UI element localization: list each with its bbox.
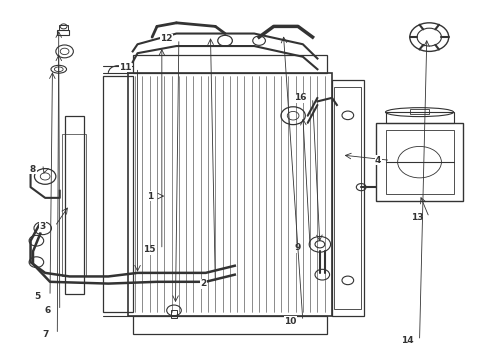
Text: 6: 6 (44, 306, 51, 315)
Bar (57, 30, 69, 35)
Text: 15: 15 (143, 245, 156, 254)
Text: 3: 3 (40, 222, 46, 231)
Text: 7: 7 (42, 330, 48, 339)
Text: 14: 14 (400, 336, 413, 345)
Bar (385, 130, 453, 194)
Text: 1: 1 (146, 192, 152, 201)
Bar (132, 316, 326, 334)
Text: 9: 9 (294, 243, 301, 252)
Text: 13: 13 (410, 213, 423, 222)
Bar (62, 134, 86, 276)
Bar (334, 87, 361, 309)
Bar (409, 109, 428, 114)
Bar (375, 123, 462, 202)
Text: 8: 8 (30, 165, 36, 174)
Bar (385, 112, 453, 123)
Text: 16: 16 (294, 93, 306, 102)
Text: 4: 4 (374, 156, 381, 165)
Text: 10: 10 (284, 316, 296, 325)
Bar (103, 76, 132, 312)
Text: 5: 5 (35, 292, 41, 301)
Bar (59, 25, 67, 30)
Bar (171, 310, 177, 318)
Text: 12: 12 (160, 35, 173, 44)
Bar (132, 55, 326, 73)
Bar (127, 73, 331, 316)
Bar (331, 80, 363, 316)
Text: 11: 11 (119, 63, 131, 72)
Text: 2: 2 (200, 279, 206, 288)
Bar (64, 116, 84, 294)
